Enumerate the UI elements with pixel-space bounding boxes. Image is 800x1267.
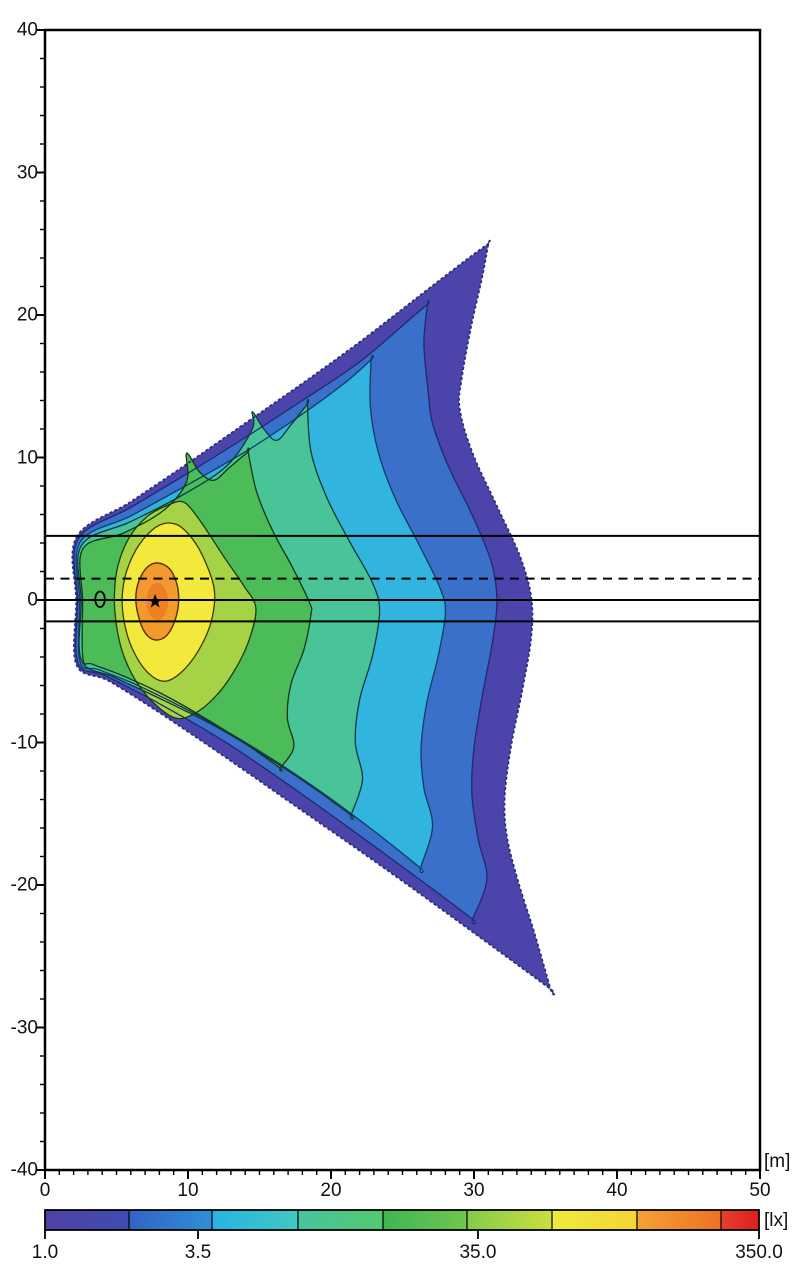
x-axis-tick-label: 0 [39, 1180, 51, 1201]
x-axis-tick-label: 30 [463, 1180, 485, 1201]
y-axis-tick-label: 0 [27, 589, 38, 611]
x-axis-unit-label: [m] [764, 1151, 791, 1172]
x-axis-tick-label: 10 [177, 1180, 199, 1201]
y-axis-tick-label: -20 [10, 874, 38, 896]
x-axis-tick-label: 50 [749, 1180, 771, 1201]
colorbar-border [44, 1209, 760, 1231]
x-axis-tick-label: 40 [606, 1180, 628, 1201]
contour-line-8lx [77, 399, 381, 820]
colorbar-tick-label: 3.5 [184, 1242, 212, 1263]
y-axis-tick-label: 40 [16, 19, 38, 41]
y-axis-tick-label: 20 [16, 304, 38, 326]
contour-line-1lx [71, 239, 556, 996]
x-axis-tick-label: 20 [320, 1180, 342, 1201]
contour-line-32lx [113, 500, 257, 720]
y-axis-tick-label: -30 [10, 1017, 38, 1038]
contour-line-2lx [73, 300, 498, 925]
contour-line-4lx [75, 354, 447, 874]
colorbar-unit-label: [lx] [764, 1210, 789, 1231]
y-axis-tick-label: 30 [16, 162, 38, 183]
y-axis-tick-label: -10 [10, 732, 38, 753]
colorbar-tick-label: 1.0 [31, 1242, 59, 1263]
pole-symbol-icon [94, 590, 106, 608]
contour-line-64lx [121, 522, 216, 682]
colorbar-tick-label: 35.0 [459, 1242, 497, 1263]
y-axis-tick-label: -40 [10, 1159, 38, 1181]
contour-line-16lx [79, 447, 313, 772]
luminaire-star-icon [148, 593, 163, 608]
colorbar-gradient [45, 1210, 759, 1230]
y-axis-tick-label: 10 [16, 447, 38, 468]
colorbar-tick-label: 350.0 [735, 1242, 783, 1263]
